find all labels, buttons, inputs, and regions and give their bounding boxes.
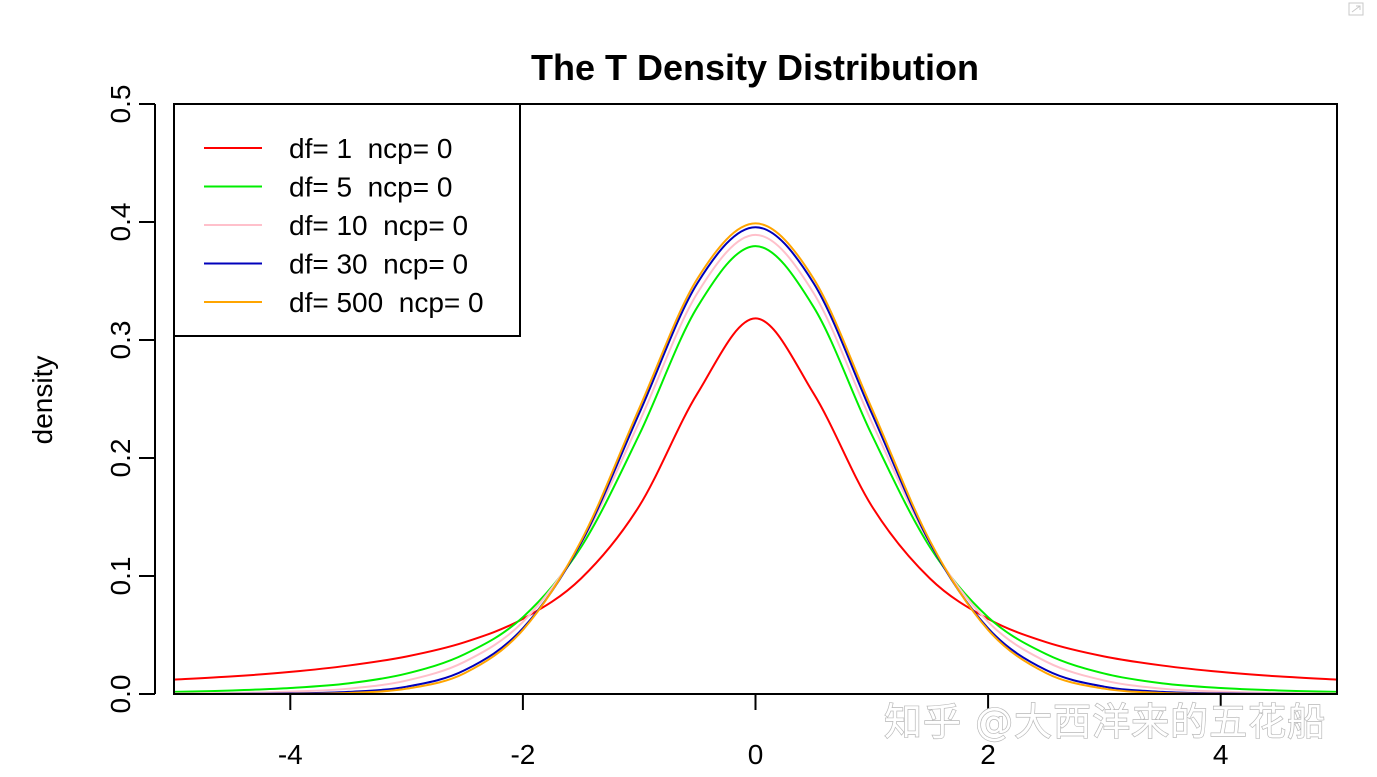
y-axis-label: density <box>27 356 58 445</box>
legend-label: df= 30 ncp= 0 <box>289 249 468 280</box>
x-tick-label: 0 <box>748 739 764 770</box>
legend-label: df= 10 ncp= 0 <box>289 210 468 241</box>
x-tick-label: -4 <box>278 739 303 770</box>
y-tick-label: 0.5 <box>105 85 136 124</box>
y-tick-label: 0.2 <box>105 439 136 478</box>
y-tick-label: 0.4 <box>105 203 136 242</box>
chart-title: The T Density Distribution <box>531 47 979 88</box>
series-line-4 <box>174 222 1337 694</box>
series-lines <box>174 222 1337 694</box>
legend-box <box>173 103 521 337</box>
legend-label: df= 500 ncp= 0 <box>289 287 484 318</box>
y-tick-label: 0.1 <box>105 557 136 596</box>
legend-label: df= 1 ncp= 0 <box>289 133 452 164</box>
legend-label: df= 5 ncp= 0 <box>289 172 452 203</box>
y-tick-label: 0.0 <box>105 675 136 714</box>
series-line-2 <box>174 233 1337 694</box>
y-axis: 0.0 0.1 0.2 0.3 0.4 0.5 <box>105 85 156 714</box>
x-tick-label: 2 <box>980 739 996 770</box>
y-tick-label: 0.3 <box>105 321 136 360</box>
x-tick-label: -2 <box>510 739 535 770</box>
image-expand-icon[interactable] <box>1348 2 1364 16</box>
plot-frame <box>173 103 1338 695</box>
x-tick-label: 4 <box>1213 739 1229 770</box>
watermark: 知乎 @大西洋来的五花船 <box>884 700 1326 744</box>
legend: df= 1 ncp= 0 df= 5 ncp= 0 df= 10 ncp= 0 df=… <box>173 103 521 337</box>
series-line-0 <box>174 317 1337 681</box>
series-line-1 <box>174 245 1337 693</box>
series-line-3 <box>174 226 1337 694</box>
